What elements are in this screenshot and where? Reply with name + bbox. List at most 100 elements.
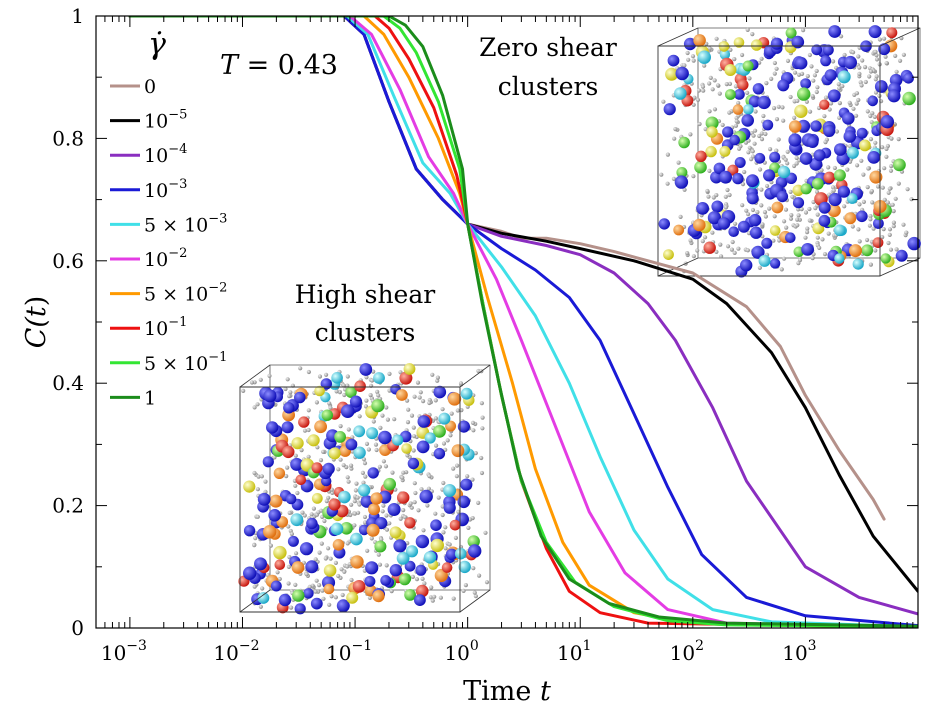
cluster-particle xyxy=(697,50,711,64)
particle xyxy=(885,200,891,205)
particle xyxy=(847,100,852,105)
particle xyxy=(433,398,438,403)
particle xyxy=(894,247,899,252)
high-shear-annotation-line2: clusters xyxy=(315,318,416,347)
particle xyxy=(750,31,755,37)
cluster-particle xyxy=(307,434,320,447)
particle xyxy=(345,374,350,379)
cluster-particle xyxy=(763,169,776,182)
cluster-particle xyxy=(278,593,292,607)
particle xyxy=(829,101,834,106)
particle xyxy=(364,375,369,380)
particle xyxy=(780,105,785,110)
particle xyxy=(857,65,862,70)
cluster-particle xyxy=(818,214,831,227)
particle xyxy=(688,132,693,137)
particle xyxy=(430,372,435,377)
cluster-particle xyxy=(423,551,437,564)
x-tick-label-exp: 3 xyxy=(808,638,817,654)
particle xyxy=(299,448,304,453)
x-tick-label-exp: −2 xyxy=(239,638,260,654)
cluster-particle xyxy=(749,213,762,227)
particle xyxy=(468,517,473,522)
cluster-particle xyxy=(733,37,745,48)
particle xyxy=(809,64,814,69)
cluster-particle xyxy=(345,386,357,398)
particle xyxy=(441,441,447,446)
cluster-particle xyxy=(396,551,410,565)
particle xyxy=(888,168,894,173)
particle xyxy=(285,465,290,470)
particle xyxy=(880,185,885,190)
particle xyxy=(839,34,844,39)
cluster-particle xyxy=(761,237,773,249)
particle xyxy=(822,252,828,257)
cluster-particle xyxy=(323,564,337,577)
particle xyxy=(425,503,430,508)
cluster-particle xyxy=(295,474,307,486)
cluster-particle xyxy=(895,249,908,262)
particle xyxy=(415,380,421,385)
cluster-particle xyxy=(371,399,385,413)
particle xyxy=(837,115,842,120)
cluster-particle xyxy=(266,421,279,434)
cluster-particle xyxy=(844,212,857,225)
particle xyxy=(880,145,885,150)
particle xyxy=(361,480,366,485)
particle xyxy=(426,486,431,491)
cluster-particle xyxy=(298,416,310,428)
particle xyxy=(374,447,379,453)
particle xyxy=(286,524,291,529)
cluster-particle xyxy=(852,258,864,270)
particle xyxy=(782,219,787,224)
particle xyxy=(826,231,831,236)
cluster-particle xyxy=(705,145,717,158)
cluster-particle xyxy=(415,584,429,598)
cluster-particle xyxy=(338,490,351,504)
particle xyxy=(734,119,739,124)
particle xyxy=(479,470,485,476)
particle xyxy=(763,131,768,137)
cluster-particle xyxy=(705,116,719,130)
particle xyxy=(837,86,842,91)
legend-label-exp: −1 xyxy=(168,315,187,330)
cluster-particle xyxy=(706,126,718,138)
particle xyxy=(346,479,351,484)
particle xyxy=(384,405,389,410)
particle xyxy=(406,407,411,412)
particle xyxy=(470,477,475,482)
particle xyxy=(443,546,448,551)
x-tick-label-exp: −1 xyxy=(351,638,372,654)
particle xyxy=(676,160,681,165)
particle xyxy=(712,78,717,83)
cluster-particle xyxy=(364,575,376,587)
particle xyxy=(682,63,687,68)
particle xyxy=(889,136,894,141)
series-line-4 xyxy=(128,16,918,628)
particle xyxy=(761,113,766,119)
particle xyxy=(409,413,415,418)
cluster-particle xyxy=(794,104,808,119)
particle xyxy=(480,426,485,431)
particle xyxy=(714,193,719,198)
particle xyxy=(418,390,423,395)
particle xyxy=(788,94,793,100)
legend-label-main: 0 xyxy=(144,76,156,98)
cluster-particle xyxy=(383,477,397,491)
particle xyxy=(840,84,845,89)
y-tick-label-1: 0.2 xyxy=(52,494,84,518)
particle xyxy=(427,474,432,479)
particle xyxy=(884,146,889,151)
particle xyxy=(346,427,351,432)
particle xyxy=(819,168,824,173)
cube-edge xyxy=(239,589,271,613)
cluster-particle xyxy=(314,385,325,397)
particle xyxy=(880,235,885,240)
cluster-particle xyxy=(292,589,305,602)
particle xyxy=(378,425,383,430)
particle xyxy=(714,249,719,254)
cluster-particle xyxy=(902,91,916,106)
cluster-particle xyxy=(262,456,274,468)
particle xyxy=(286,581,291,586)
cluster-particle xyxy=(460,387,473,400)
